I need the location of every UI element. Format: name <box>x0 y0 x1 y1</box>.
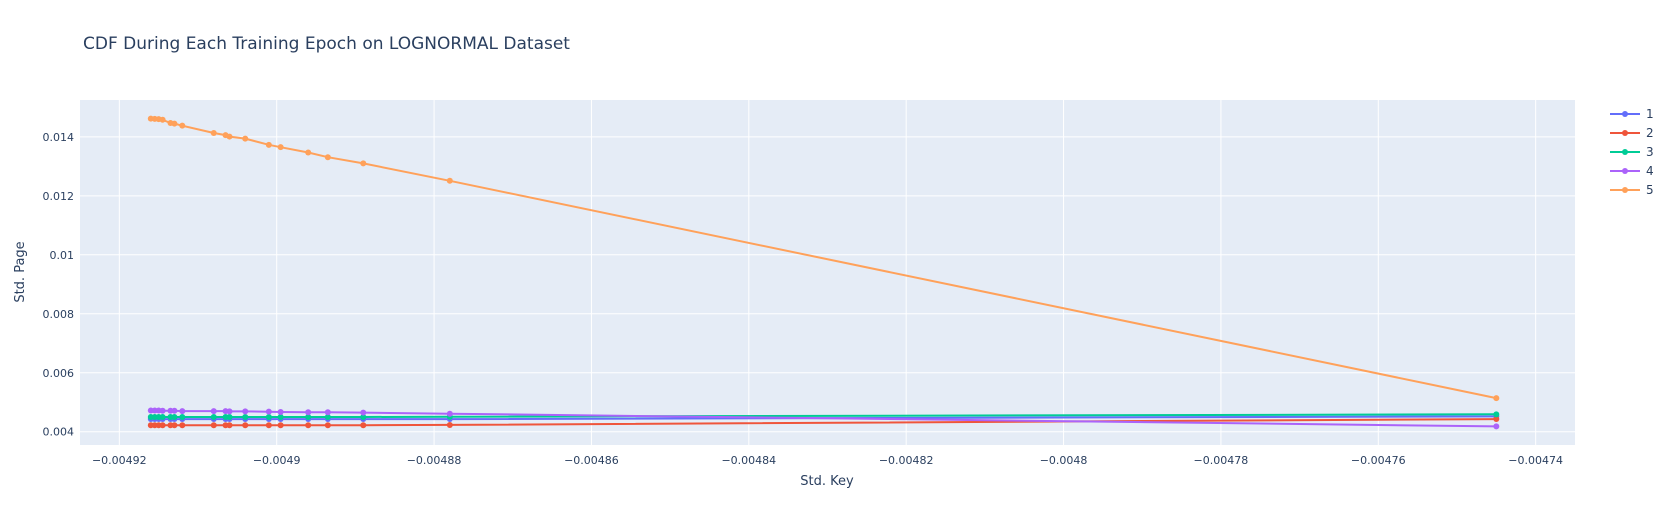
x-tick-label: −0.0048 <box>1040 454 1088 467</box>
data-point-4 <box>1493 423 1500 430</box>
data-point-2 <box>179 422 186 429</box>
x-axis-ticks: −0.00492 −0.0049 −0.00488 −0.00486 −0.00484 −… <box>92 454 1563 467</box>
legend-label: 4 <box>1646 164 1654 178</box>
data-point-3 <box>226 413 233 420</box>
y-tick-label: 0.008 <box>43 308 75 321</box>
data-point-4 <box>226 408 233 415</box>
data-point-2 <box>210 422 217 429</box>
x-tick-label: −0.00488 <box>407 454 462 467</box>
data-point-3 <box>159 413 166 420</box>
x-tick-label: −0.00486 <box>564 454 619 467</box>
data-point-3 <box>1493 411 1500 418</box>
series-2 <box>147 416 1500 429</box>
chart-title: CDF During Each Training Epoch on LOGNOR… <box>83 34 570 54</box>
y-tick-label: 0.006 <box>43 367 75 380</box>
data-point-3 <box>324 413 331 420</box>
data-point-5 <box>360 160 367 167</box>
x-tick-label: −0.00492 <box>92 454 147 467</box>
legend-marker <box>1622 111 1628 117</box>
legend: 1 2 3 4 5 <box>1610 107 1654 197</box>
data-point-5 <box>324 154 331 161</box>
data-point-4 <box>171 407 178 414</box>
data-point-2 <box>305 422 312 429</box>
grid-lines <box>80 100 1575 445</box>
x-tick-label: −0.00478 <box>1194 454 1249 467</box>
y-tick-label: 0.012 <box>43 190 75 203</box>
data-point-2 <box>159 422 166 429</box>
series-5 <box>147 115 1500 402</box>
x-tick-label: −0.00482 <box>879 454 934 467</box>
data-point-4 <box>446 410 453 417</box>
data-point-4 <box>210 408 217 415</box>
data-point-5 <box>446 177 453 184</box>
legend-marker <box>1622 168 1628 174</box>
legend-label: 3 <box>1646 145 1654 159</box>
legend-item-5[interactable]: 5 <box>1610 183 1654 197</box>
data-point-4 <box>360 409 367 416</box>
legend-marker <box>1622 130 1628 136</box>
x-tick-label: −0.0049 <box>253 454 301 467</box>
legend-item-2[interactable]: 2 <box>1610 126 1654 140</box>
data-point-5 <box>277 144 284 151</box>
data-point-3 <box>171 413 178 420</box>
data-point-3 <box>305 413 312 420</box>
data-point-5 <box>210 130 217 137</box>
data-point-5 <box>226 133 233 140</box>
data-point-3 <box>360 413 367 420</box>
data-point-3 <box>242 413 249 420</box>
legend-item-4[interactable]: 4 <box>1610 164 1654 178</box>
x-tick-label: −0.00484 <box>721 454 776 467</box>
data-point-5 <box>179 122 186 129</box>
data-point-4 <box>305 409 312 416</box>
x-axis-title: Std. Key <box>800 474 854 489</box>
data-point-2 <box>1493 416 1500 423</box>
data-point-2 <box>446 421 453 428</box>
data-point-3 <box>277 413 284 420</box>
y-axis-ticks: 0.004 0.006 0.008 0.01 0.012 0.014 <box>43 131 75 439</box>
data-point-5 <box>265 141 272 148</box>
legend-marker <box>1622 187 1628 193</box>
x-tick-label: −0.00476 <box>1351 454 1406 467</box>
data-point-2 <box>171 422 178 429</box>
series-group <box>147 115 1500 430</box>
data-point-5 <box>1493 395 1500 402</box>
legend-item-3[interactable]: 3 <box>1610 145 1654 159</box>
data-point-4 <box>242 408 249 415</box>
y-axis-title: Std. Page <box>13 241 28 302</box>
data-point-5 <box>159 116 166 123</box>
data-point-5 <box>242 135 249 142</box>
legend-marker <box>1622 149 1628 155</box>
data-point-2 <box>360 422 367 429</box>
y-tick-label: 0.014 <box>43 131 75 144</box>
data-point-4 <box>265 408 272 415</box>
data-point-3 <box>210 413 217 420</box>
data-point-2 <box>277 422 284 429</box>
data-point-4 <box>159 407 166 414</box>
data-point-4 <box>277 408 284 415</box>
data-point-2 <box>242 422 249 429</box>
data-point-3 <box>265 413 272 420</box>
y-tick-label: 0.004 <box>43 426 75 439</box>
legend-label: 1 <box>1646 107 1654 121</box>
y-tick-label: 0.01 <box>50 249 75 262</box>
data-point-2 <box>324 422 331 429</box>
data-point-3 <box>179 413 186 420</box>
legend-label: 2 <box>1646 126 1654 140</box>
data-point-5 <box>305 149 312 156</box>
data-point-2 <box>226 422 233 429</box>
data-point-2 <box>265 422 272 429</box>
legend-label: 5 <box>1646 183 1654 197</box>
legend-item-1[interactable]: 1 <box>1610 107 1654 121</box>
series-4 <box>147 407 1500 430</box>
data-point-4 <box>179 408 186 415</box>
data-point-4 <box>324 409 331 416</box>
data-point-5 <box>171 120 178 127</box>
x-tick-label: −0.00474 <box>1508 454 1563 467</box>
